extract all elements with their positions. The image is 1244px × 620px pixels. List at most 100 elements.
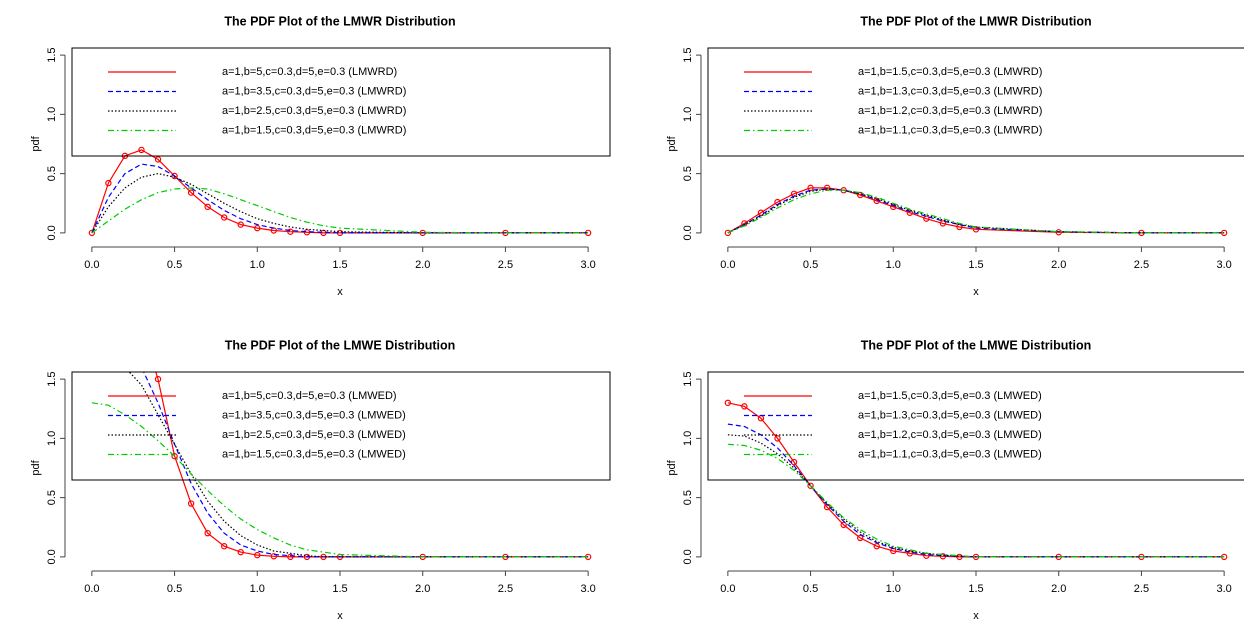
point-marker: [724, 229, 732, 237]
x-tick-label: 1.5: [332, 583, 347, 595]
legend-label: a=1,b=3.5,c=0.3,d=5,e=0.3 (LMWRD): [222, 85, 406, 97]
x-tick-label: 0.0: [84, 583, 99, 595]
x-axis-label: x: [973, 286, 979, 298]
series-line: [727, 188, 1225, 234]
point-marker: [807, 184, 814, 192]
x-tick-label: 2.5: [498, 583, 513, 595]
y-axis-label: pdf: [30, 459, 42, 475]
point-marker: [956, 223, 963, 231]
legend-box: [707, 47, 1244, 157]
plot-area: [724, 184, 1228, 237]
point-marker: [171, 172, 178, 180]
x-tick-label: 2.5: [1134, 259, 1149, 271]
legend: a=1,b=5,c=0.3,d=5,e=0.3 (LMWED) a=1,b=3.5…: [71, 371, 611, 481]
panel: The PDF Plot of the LMWR Distribution x pd…: [666, 14, 1244, 298]
x-tick-label: 0.5: [167, 583, 182, 595]
point-marker: [906, 209, 914, 216]
legend-label: a=1,b=1.5,c=0.3,d=5,e=0.3 (LMWED): [222, 448, 406, 460]
y-tick-label: 1.5: [682, 47, 694, 62]
legend-label: a=1,b=5,c=0.3,d=5,e=0.3 (LMWED): [222, 390, 397, 402]
legend-label: a=1,b=1.3,c=0.3,d=5,e=0.3 (LMWED): [858, 409, 1042, 421]
point-marker: [741, 403, 748, 410]
point-marker: [88, 229, 96, 237]
point-marker: [254, 551, 261, 559]
x-tick-label: 0.5: [803, 583, 818, 595]
x-tick-label: 2.0: [415, 259, 430, 271]
point-marker: [106, 258, 111, 263]
y-tick-label: 1.0: [46, 107, 58, 122]
point-marker: [287, 228, 294, 235]
point-marker: [254, 224, 261, 232]
x-tick-label: 1.0: [886, 259, 901, 271]
legend-label: a=1,b=1.5,c=0.3,d=5,e=0.3 (LMWED): [858, 390, 1042, 402]
point-marker: [105, 179, 112, 187]
series-line: [727, 189, 1225, 234]
y-tick-label: 0.0: [682, 549, 694, 564]
legend: a=1,b=1.5,c=0.3,d=5,e=0.3 (LMWRD) a=1,b=1…: [707, 47, 1244, 157]
x-tick-label: 1.0: [250, 259, 265, 271]
series-line: [91, 149, 589, 234]
legend-box: [707, 371, 1244, 481]
point-marker: [287, 553, 294, 561]
x-tick-label: 3.0: [1216, 259, 1231, 271]
series-line: [128, 372, 589, 558]
x-tick-label: 1.5: [332, 259, 347, 271]
x-tick-label: 2.5: [498, 259, 513, 271]
y-tick-label: 1.5: [46, 371, 58, 386]
x-tick-label: 3.0: [580, 259, 595, 271]
x-tick-label: 3.0: [580, 583, 595, 595]
point-marker: [122, 282, 127, 287]
legend-label: a=1,b=1.2,c=0.3,d=5,e=0.3 (LMWED): [858, 429, 1042, 441]
y-tick-label: 0.5: [682, 166, 694, 181]
plot-area: [724, 399, 1228, 561]
x-tick-label: 1.0: [250, 583, 265, 595]
legend-label: a=1,b=1.1,c=0.3,d=5,e=0.3 (LMWED): [858, 448, 1042, 460]
point-marker: [139, 323, 144, 328]
point-marker: [220, 543, 228, 550]
y-tick-label: 0.0: [46, 549, 58, 564]
point-marker: [154, 375, 162, 383]
legend-label: a=1,b=1.3,c=0.3,d=5,e=0.3 (LMWRD): [858, 85, 1042, 97]
y-tick-label: 1.0: [682, 431, 694, 446]
legend-box: [71, 47, 611, 157]
panel: The PDF Plot of the LMWR Distribution x pd…: [30, 14, 611, 298]
point-marker: [187, 500, 195, 507]
x-axis-label: x: [337, 610, 343, 620]
x-tick-label: 3.0: [1216, 583, 1231, 595]
y-tick-label: 1.0: [46, 431, 58, 446]
x-tick-label: 1.5: [968, 583, 983, 595]
x-tick-label: 0.0: [720, 583, 735, 595]
series-line: [91, 172, 589, 234]
y-axis-label: pdf: [666, 135, 678, 151]
y-tick-label: 0.5: [46, 490, 58, 505]
plot-area: [91, 258, 592, 561]
legend-label: a=1,b=1.5,c=0.3,d=5,e=0.3 (LMWRD): [858, 66, 1042, 78]
panel: The PDF Plot of the LMWE Distribution x pd…: [666, 338, 1244, 620]
x-tick-label: 0.0: [84, 259, 99, 271]
legend-label: a=1,b=1.1,c=0.3,d=5,e=0.3 (LMWRD): [858, 124, 1042, 136]
legend-label: a=1,b=3.5,c=0.3,d=5,e=0.3 (LMWED): [222, 409, 406, 421]
point-marker: [204, 203, 211, 211]
y-axis-label: pdf: [666, 459, 678, 475]
point-marker: [807, 482, 814, 489]
series-line: [727, 188, 1225, 234]
legend-label: a=1,b=1.2,c=0.3,d=5,e=0.3 (LMWRD): [858, 105, 1042, 117]
y-tick-label: 1.5: [46, 47, 58, 62]
x-axis-label: x: [973, 610, 979, 620]
point-marker: [856, 534, 864, 542]
x-tick-label: 2.0: [415, 583, 430, 595]
y-tick-label: 0.5: [46, 166, 58, 181]
point-marker: [1220, 229, 1228, 237]
point-marker: [890, 203, 897, 211]
series-line: [727, 423, 1225, 558]
point-marker: [171, 452, 178, 460]
chart-title: The PDF Plot of the LMWR Distribution: [224, 14, 455, 28]
x-tick-label: 0.5: [803, 259, 818, 271]
point-marker: [724, 399, 732, 407]
x-tick-label: 1.0: [886, 583, 901, 595]
legend: a=1,b=1.5,c=0.3,d=5,e=0.3 (LMWED) a=1,b=1…: [707, 371, 1244, 481]
y-tick-label: 0.5: [682, 490, 694, 505]
panel: The PDF Plot of the LMWE Distribution x pd…: [30, 258, 611, 620]
y-tick-label: 1.5: [682, 371, 694, 386]
